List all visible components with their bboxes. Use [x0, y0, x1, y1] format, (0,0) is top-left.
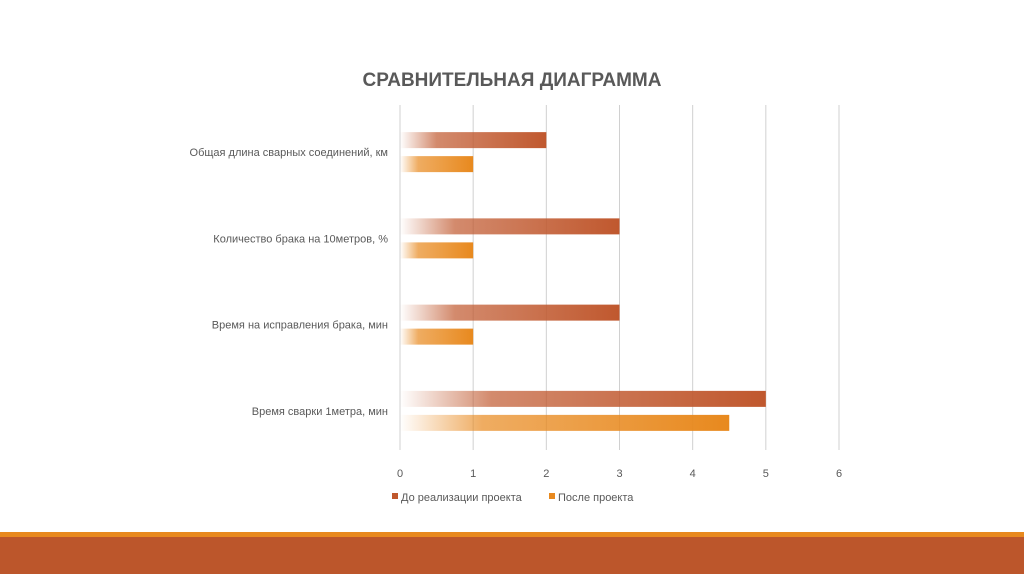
category-label: Время на исправления брака, мин [212, 320, 388, 332]
footer-accent-stripe [0, 532, 1024, 537]
legend-swatch [392, 493, 398, 499]
bar-after [400, 242, 474, 259]
bar-before [400, 132, 547, 149]
x-tick-label: 3 [616, 468, 622, 480]
footer-band [0, 537, 1024, 574]
legend-swatch [549, 493, 555, 499]
legend-label: До реализации проекта [401, 492, 523, 504]
x-tick-label: 1 [470, 468, 476, 480]
legend-label: После проекта [558, 492, 634, 504]
x-tick-label: 5 [763, 468, 769, 480]
x-tick-label: 0 [397, 468, 403, 480]
chart-title: СРАВНИТЕЛЬНАЯ ДИАГРАММА [363, 70, 662, 91]
category-label: Общая длина сварных соединений, км [190, 147, 388, 159]
bar-after [400, 414, 730, 431]
bar-before [400, 218, 620, 235]
x-tick-label: 4 [690, 468, 696, 480]
x-tick-label: 6 [836, 468, 842, 480]
bar-after [400, 328, 474, 345]
x-tick-label: 2 [543, 468, 549, 480]
bar-before [400, 390, 766, 407]
bar-after [400, 156, 474, 173]
category-label: Количество брака на 10метров, % [213, 233, 388, 245]
category-label: Время сварки 1метра, мин [252, 406, 388, 418]
bar-before [400, 304, 620, 321]
